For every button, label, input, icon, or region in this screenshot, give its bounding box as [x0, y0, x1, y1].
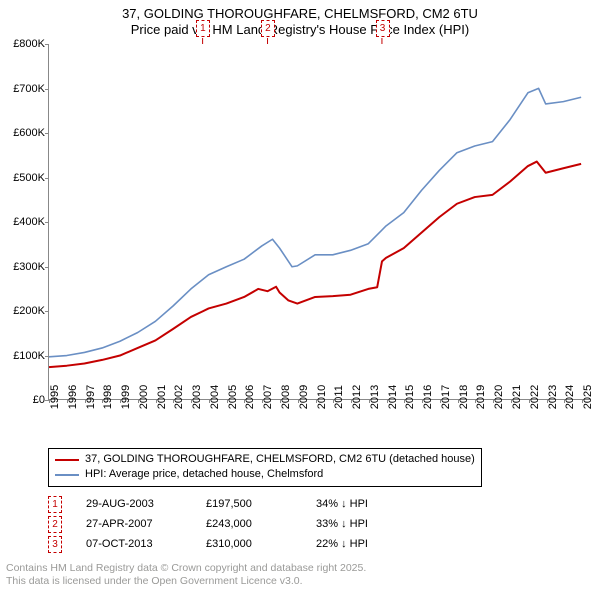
transaction-date: 07-OCT-2013 [86, 538, 206, 550]
x-tick-label: 2012 [351, 385, 363, 409]
y-tick-label: £600K [1, 127, 45, 139]
x-tick-label: 2002 [173, 385, 185, 409]
transaction-row: 1 29-AUG-2003£197,50034% ↓ HPI [48, 494, 436, 514]
y-tick-label: £200K [1, 305, 45, 317]
legend-label: 37, GOLDING THOROUGHFARE, CHELMSFORD, CM… [85, 452, 475, 467]
chart-svg [49, 44, 590, 399]
price-marker: 2 [261, 20, 275, 37]
footer: Contains HM Land Registry data © Crown c… [6, 562, 366, 588]
title-block: 37, GOLDING THOROUGHFARE, CHELMSFORD, CM… [0, 0, 600, 39]
x-tick-label: 1999 [120, 385, 132, 409]
legend-item: 37, GOLDING THOROUGHFARE, CHELMSFORD, CM… [55, 452, 475, 467]
y-tick-label: £400K [1, 216, 45, 228]
legend-swatch [55, 459, 79, 461]
y-tick-label: £0 [1, 394, 45, 406]
transaction-row: 2 27-APR-2007£243,00033% ↓ HPI [48, 514, 436, 534]
x-tick-label: 2018 [458, 385, 470, 409]
x-tick-label: 2022 [529, 385, 541, 409]
x-tick-label: 2016 [422, 385, 434, 409]
transaction-date: 29-AUG-2003 [86, 498, 206, 510]
x-tick-label: 2025 [582, 385, 594, 409]
transaction-diff: 33% ↓ HPI [316, 518, 436, 530]
chart-container: 37, GOLDING THOROUGHFARE, CHELMSFORD, CM… [0, 0, 600, 590]
x-tick-label: 2009 [298, 385, 310, 409]
transaction-marker: 3 [48, 536, 62, 553]
footer-line: Contains HM Land Registry data © Crown c… [6, 562, 366, 575]
x-tick-label: 2017 [440, 385, 452, 409]
x-tick-label: 1997 [85, 385, 97, 409]
x-tick-label: 2013 [369, 385, 381, 409]
x-tick-label: 2014 [387, 385, 399, 409]
x-tick-label: 1998 [102, 385, 114, 409]
y-tick-label: £700K [1, 83, 45, 95]
transaction-marker: 1 [48, 496, 62, 513]
price-marker: 1 [196, 20, 210, 37]
price-marker: 3 [376, 20, 390, 37]
y-tick-label: £100K [1, 350, 45, 362]
transaction-price: £310,000 [206, 538, 316, 550]
x-tick-label: 2015 [404, 385, 416, 409]
chart-area: £0£100K£200K£300K£400K£500K£600K£700K£80… [48, 44, 590, 400]
legend-swatch [55, 474, 79, 476]
x-tick-label: 1996 [67, 385, 79, 409]
transaction-diff: 22% ↓ HPI [316, 538, 436, 550]
x-tick-label: 2003 [191, 385, 203, 409]
x-tick-label: 2023 [547, 385, 559, 409]
y-tick-label: £300K [1, 261, 45, 273]
x-tick-label: 2019 [475, 385, 487, 409]
x-tick-label: 2011 [333, 385, 345, 409]
y-tick-label: £800K [1, 38, 45, 50]
x-tick-label: 2001 [156, 385, 168, 409]
x-tick-label: 2006 [244, 385, 256, 409]
legend-item: HPI: Average price, detached house, Chel… [55, 467, 475, 482]
transaction-row: 3 07-OCT-2013£310,00022% ↓ HPI [48, 534, 436, 554]
transaction-price: £197,500 [206, 498, 316, 510]
x-tick-label: 2004 [209, 385, 221, 409]
y-tick-label: £500K [1, 172, 45, 184]
x-tick-label: 2020 [493, 385, 505, 409]
transaction-marker: 2 [48, 516, 62, 533]
legend-label: HPI: Average price, detached house, Chel… [85, 467, 323, 482]
title-address: 37, GOLDING THOROUGHFARE, CHELMSFORD, CM… [0, 6, 600, 22]
x-tick-label: 2021 [511, 385, 523, 409]
title-subtitle: Price paid vs. HM Land Registry's House … [0, 22, 600, 38]
transactions-table: 1 29-AUG-2003£197,50034% ↓ HPI 2 27-APR-200… [48, 494, 436, 554]
x-tick-label: 2024 [564, 385, 576, 409]
x-tick-label: 2010 [316, 385, 328, 409]
x-tick-label: 2005 [227, 385, 239, 409]
footer-line: This data is licensed under the Open Gov… [6, 575, 366, 588]
series-hpi [49, 88, 581, 356]
x-tick-label: 2008 [280, 385, 292, 409]
transaction-diff: 34% ↓ HPI [316, 498, 436, 510]
x-tick-label: 2000 [138, 385, 150, 409]
transaction-date: 27-APR-2007 [86, 518, 206, 530]
x-tick-label: 2007 [262, 385, 274, 409]
transaction-price: £243,000 [206, 518, 316, 530]
legend: 37, GOLDING THOROUGHFARE, CHELMSFORD, CM… [48, 448, 482, 487]
x-tick-label: 1995 [49, 385, 61, 409]
